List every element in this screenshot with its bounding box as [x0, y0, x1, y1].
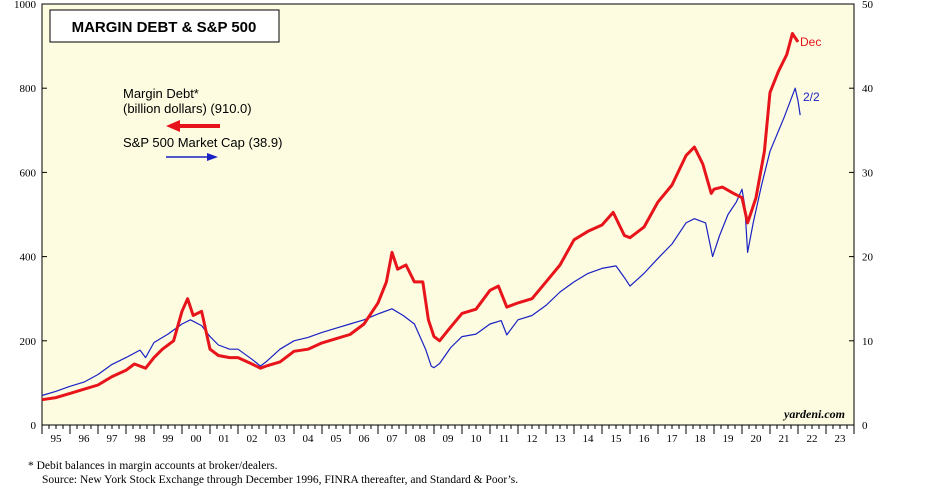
x-tick-label: 02 [247, 433, 258, 445]
x-tick-label: 14 [583, 433, 595, 445]
right-tick-label: 20 [862, 252, 874, 264]
x-tick-label: 04 [303, 433, 315, 445]
x-tick-label: 13 [555, 433, 567, 445]
x-tick-label: 22 [807, 433, 818, 445]
legend-margin-line2: (billion dollars) (910.0) [123, 101, 252, 116]
x-tick-label: 12 [527, 433, 538, 445]
x-tick-label: 08 [415, 433, 427, 445]
legend-sp-label: S&P 500 Market Cap (38.9) [123, 135, 282, 150]
x-tick-label: 01 [219, 433, 230, 445]
left-tick-label: 800 [20, 83, 37, 95]
chart-title: MARGIN DEBT & S&P 500 [72, 19, 257, 36]
right-tick-label: 30 [862, 167, 874, 179]
x-tick-label: 97 [107, 433, 119, 445]
series-group [41, 32, 801, 402]
margin-debt-line [41, 32, 800, 402]
x-tick-label: 16 [639, 433, 651, 445]
right-tick-label: 40 [862, 83, 874, 95]
x-tick-label: 07 [387, 433, 399, 445]
right-tick-label: 0 [862, 420, 868, 432]
x-tick-label: 96 [79, 433, 91, 445]
legend-margin-arrow [166, 120, 220, 132]
x-tick-label: 11 [499, 433, 510, 445]
watermark: yardeni.com [782, 407, 845, 421]
sp500-market-cap-line [41, 87, 801, 397]
x-tick-label: 98 [135, 433, 147, 445]
x-tick-label: 23 [835, 433, 847, 445]
footnote-line-1: * Debit balances in margin accounts at b… [28, 460, 278, 472]
left-tick-label: 400 [20, 252, 37, 264]
legend-sp-arrow [166, 153, 218, 161]
left-tick-label: 200 [20, 336, 37, 348]
x-tick-label: 17 [667, 433, 679, 445]
right-tick-label: 10 [862, 336, 874, 348]
x-tick-label: 19 [723, 433, 735, 445]
x-tick-label: 15 [611, 433, 623, 445]
left-tick-label: 0 [31, 420, 37, 432]
x-tick-label: 05 [331, 433, 343, 445]
x-tick-label: 10 [471, 433, 483, 445]
margin-debt-end-label: Dec [800, 35, 821, 49]
sp500-end-label: 2/2 [803, 90, 820, 104]
title-box [49, 9, 280, 43]
plot-area [41, 3, 855, 426]
x-tick-label: 06 [359, 433, 371, 445]
x-tick-label: 21 [779, 433, 790, 445]
legend-margin-line1: Margin Debt* [123, 86, 199, 101]
x-tick-label: 95 [51, 433, 63, 445]
footnote-line-2: Source: New York Stock Exchange through … [42, 474, 519, 486]
x-tick-label: 00 [191, 433, 203, 445]
right-tick-label: 50 [862, 0, 874, 11]
x-tick-label: 20 [751, 433, 763, 445]
x-tick-label: 99 [163, 433, 175, 445]
left-tick-label: 1000 [14, 0, 37, 11]
left-tick-label: 600 [20, 167, 37, 179]
x-tick-label: 03 [275, 433, 287, 445]
x-tick-label: 18 [695, 433, 707, 445]
x-tick-label: 09 [443, 433, 455, 445]
